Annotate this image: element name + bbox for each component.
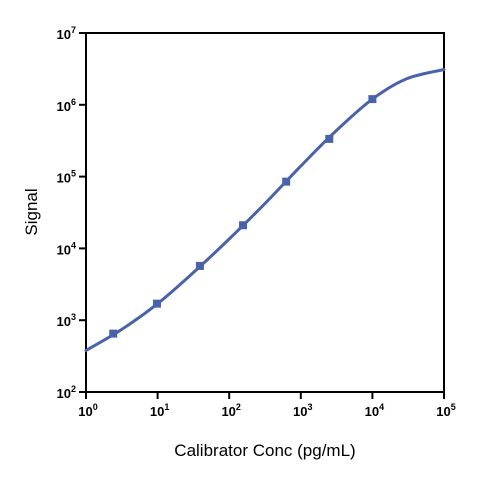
y-tick-label: 102 xyxy=(57,384,76,401)
fit-curve-line xyxy=(84,68,446,352)
y-tick-label-base: 10 xyxy=(57,242,71,257)
x-tick-label-base: 10 xyxy=(78,404,92,419)
y-tick-label-base: 10 xyxy=(57,386,71,401)
x-tick-label-base: 10 xyxy=(221,404,235,419)
x-tick-label: 103 xyxy=(293,402,312,419)
y-tick-label: 105 xyxy=(57,169,76,186)
y-tick-label-base: 10 xyxy=(57,27,71,42)
x-tick-label: 100 xyxy=(78,402,97,419)
data-point-marker xyxy=(368,95,377,104)
data-point-marker xyxy=(109,329,118,338)
y-tick-label-base: 10 xyxy=(57,314,71,329)
y-tick-label-exponent: 6 xyxy=(71,97,76,107)
x-tick-label-exponent: 0 xyxy=(93,402,98,412)
x-tick-label: 105 xyxy=(436,402,455,419)
y-tick-label-base: 10 xyxy=(57,171,71,186)
y-tick-label: 103 xyxy=(57,312,76,329)
y-tick-label: 106 xyxy=(57,97,76,114)
data-points xyxy=(109,95,377,338)
x-tick-label-base: 10 xyxy=(293,404,307,419)
y-tick-label-exponent: 2 xyxy=(71,384,76,394)
x-tick-label: 102 xyxy=(221,402,240,419)
x-tick-label-base: 10 xyxy=(365,404,379,419)
y-tick-label: 107 xyxy=(57,25,76,42)
data-point-marker xyxy=(195,261,204,270)
y-tick-label-base: 10 xyxy=(57,99,71,114)
x-tick-label-exponent: 5 xyxy=(451,402,456,412)
data-point-marker xyxy=(325,134,334,143)
x-tick-label: 101 xyxy=(150,402,169,419)
y-tick-label-exponent: 3 xyxy=(71,312,76,322)
data-point-marker xyxy=(282,177,291,186)
x-axis-ticks: 100 101 102 103 104 105 xyxy=(78,392,456,419)
plot-frame xyxy=(85,32,445,393)
x-tick-label-exponent: 4 xyxy=(379,402,384,412)
x-tick-label-exponent: 2 xyxy=(236,402,241,412)
x-axis-title: Calibrator Conc (pg/mL) xyxy=(174,441,355,460)
x-tick-label: 104 xyxy=(365,402,384,419)
data-point-marker xyxy=(239,221,248,230)
data-point-marker xyxy=(152,299,161,308)
x-tick-label-base: 10 xyxy=(150,404,164,419)
x-tick-label-exponent: 3 xyxy=(308,402,313,412)
y-tick-label: 104 xyxy=(57,240,76,257)
y-tick-label-exponent: 5 xyxy=(71,169,76,179)
y-tick-label-exponent: 4 xyxy=(71,240,76,250)
y-axis-title: Signal xyxy=(22,188,41,235)
x-tick-label-exponent: 1 xyxy=(164,402,169,412)
y-tick-label-exponent: 7 xyxy=(71,25,76,35)
x-tick-label-base: 10 xyxy=(436,404,450,419)
